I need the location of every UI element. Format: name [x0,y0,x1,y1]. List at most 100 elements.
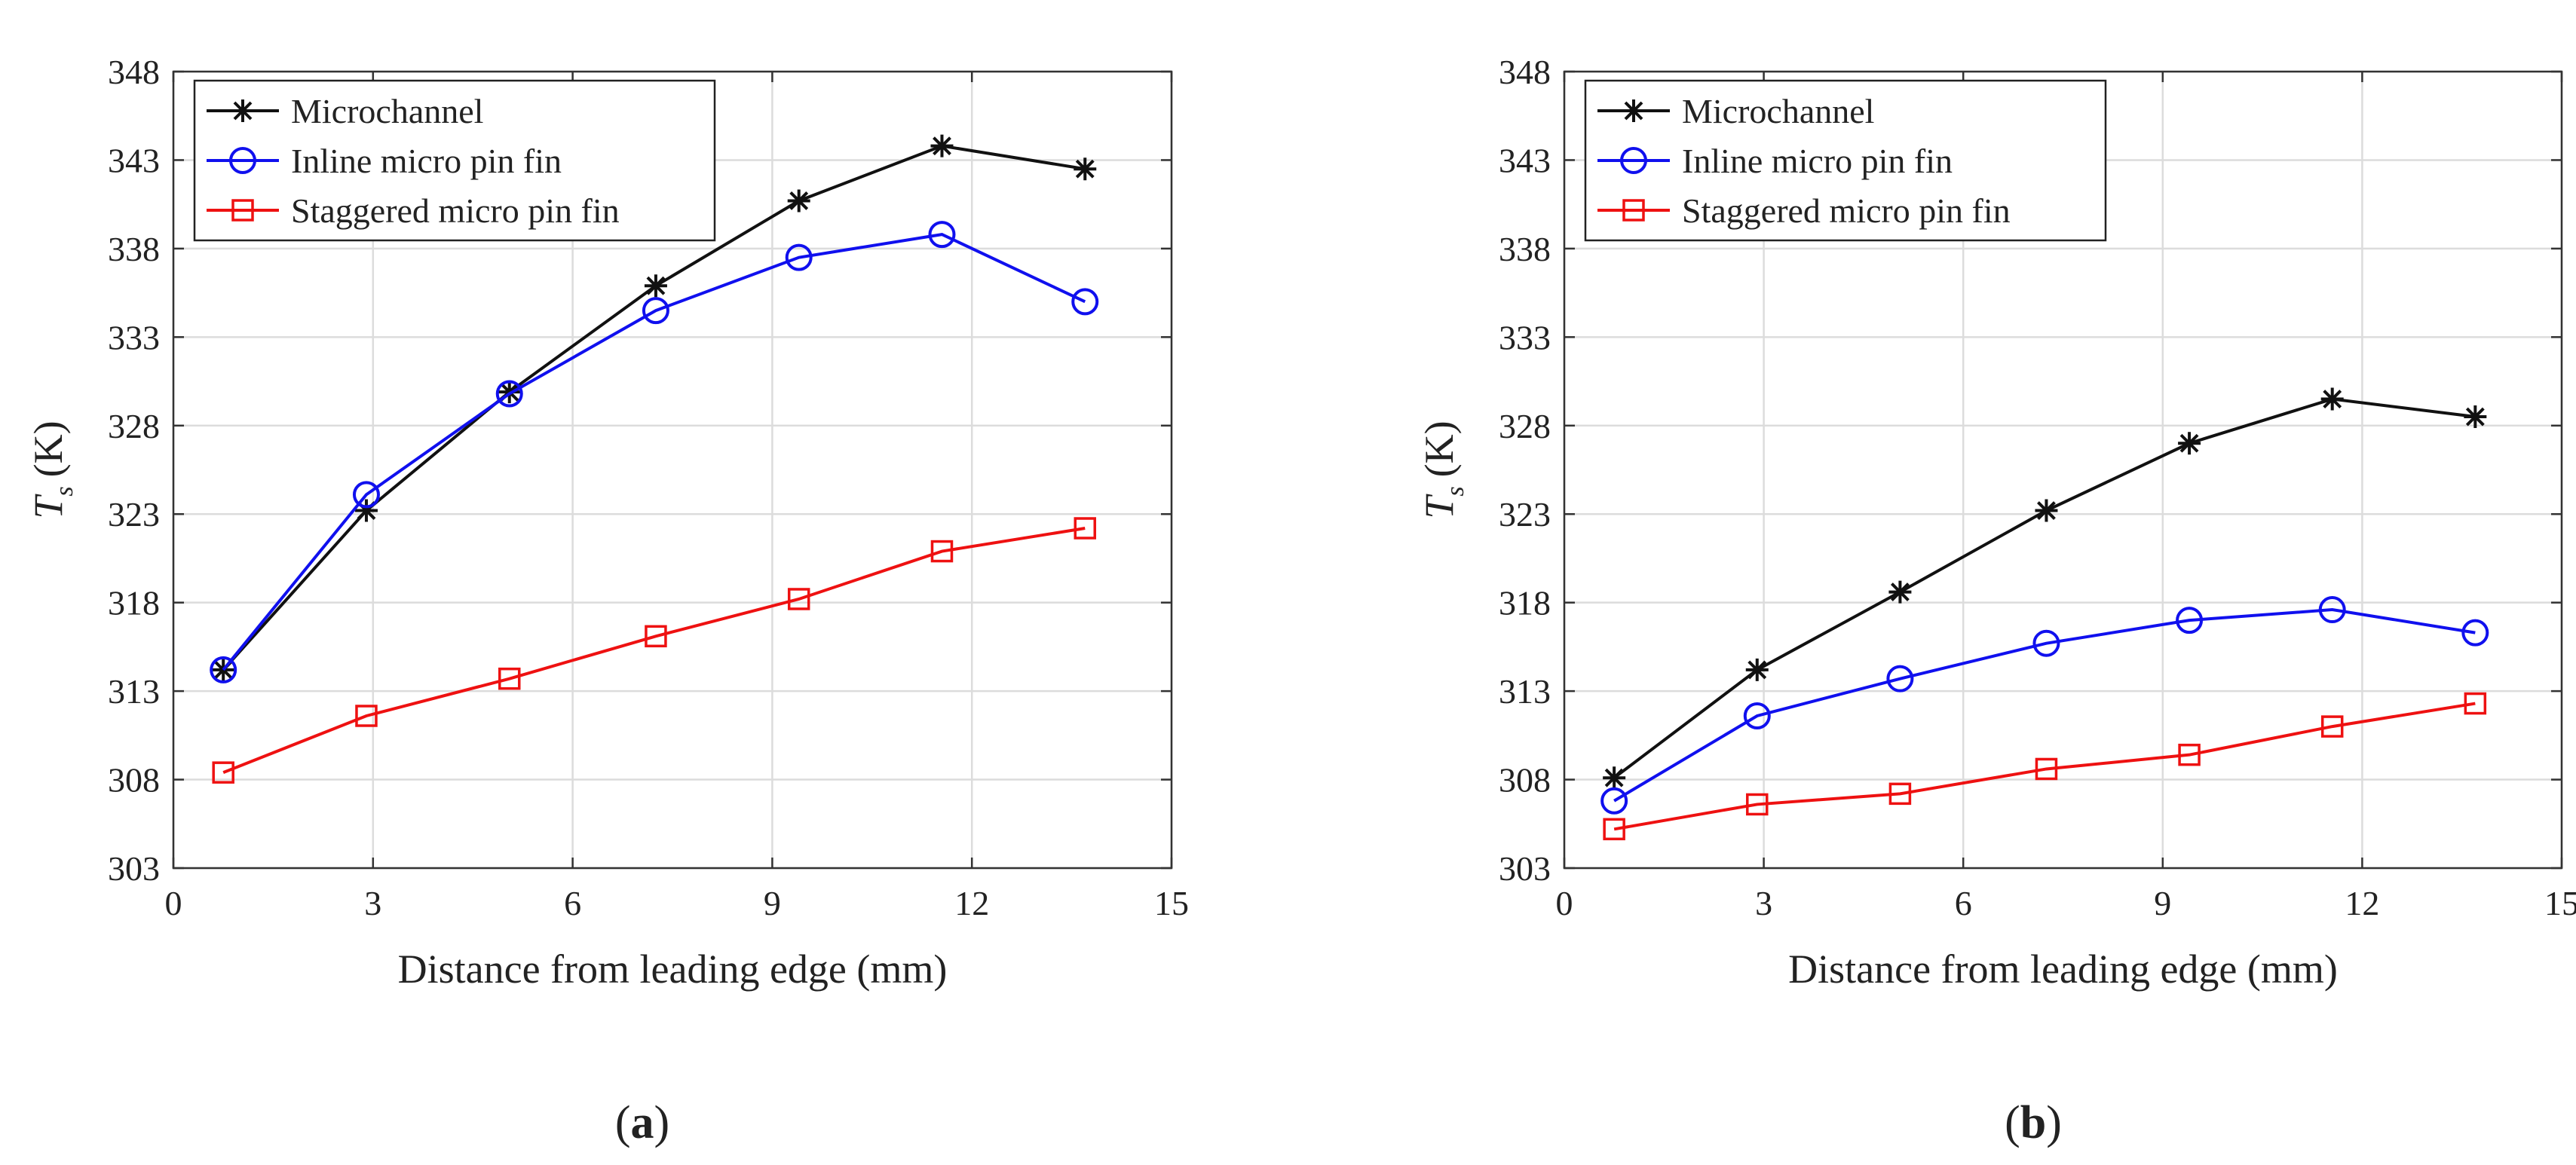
axes-frame-b [1563,70,2563,870]
y-tick-label-a: 318 [108,584,160,622]
y-axis-label-unit-a: (K) [26,420,71,477]
y-tick-label-a: 333 [108,318,160,356]
data-point-a-0-3 [644,274,667,298]
data-point-a-2-6 [1074,517,1097,540]
data-point-a-0-4 [787,189,810,213]
x-tick-label-b: 15 [2544,884,2576,922]
data-point-b-2-0 [1603,818,1625,841]
data-point-b-0-1 [1745,658,1769,681]
data-point-a-1-6 [1071,288,1099,316]
data-point-b-1-2 [1886,665,1914,693]
panel-label-a-letter: a [631,1097,654,1148]
y-tick-label-a: 323 [108,495,160,534]
legend-label-a-1: Inline micro pin fin [291,142,562,180]
data-point-a-2-1 [355,705,378,727]
legend-marker-b-1 [1620,147,1647,174]
panel-label-b-close: ) [2046,1097,2062,1148]
data-point-b-0-0 [1603,766,1626,790]
legend-label-b-1: Inline micro pin fin [1682,142,1953,180]
panel-label-a-open: ( [615,1097,631,1148]
x-tick-label-a: 9 [764,884,781,922]
x-tick-label-b: 3 [1755,884,1772,922]
y-tick-label-a: 308 [108,761,160,800]
y-tick-label-b: 313 [1499,672,1551,711]
data-point-b-1-1 [1743,702,1771,729]
data-point-b-1-6 [2461,619,2489,647]
y-tick-label-b: 328 [1499,407,1551,445]
data-point-b-0-4 [2178,432,2201,455]
y-tick-label-a: 313 [108,672,160,711]
data-point-b-2-2 [1888,782,1912,806]
data-point-b-1-4 [2176,607,2204,634]
y-tick-label-a: 343 [108,141,160,179]
legend-marker-a-0 [231,99,254,122]
y-tick-label-b: 338 [1499,230,1551,268]
y-tick-label-a: 338 [108,230,160,268]
x-tick-label-a: 3 [364,884,381,922]
panel-label-b-letter: b [2020,1097,2046,1148]
data-point-a-1-2 [495,380,523,408]
legend-box-b [1584,79,2107,242]
y-axis-label-sub-a: s [51,486,78,496]
y-tick-label-b: 308 [1499,761,1551,800]
data-point-a-0-5 [930,134,954,157]
x-tick-label-b: 12 [2345,884,2379,922]
data-point-a-1-1 [352,481,380,509]
y-axis-label-unit-b: (K) [1417,420,1462,477]
data-point-a-2-2 [498,667,521,690]
data-point-a-2-3 [645,625,667,648]
y-tick-label-b: 303 [1499,849,1551,888]
x-tick-label-a: 12 [954,884,989,922]
series-line-b-2 [1613,702,2476,831]
data-point-b-2-1 [1746,793,1769,816]
y-tick-label-b: 323 [1499,495,1551,534]
data-point-a-2-4 [787,588,810,610]
x-tick-label-b: 6 [1955,884,1972,922]
series-line-a-1 [222,233,1086,671]
legend-label-a-0: Microchannel [291,92,483,130]
legend-label-a-2: Staggered micro pin fin [291,191,620,230]
data-point-a-1-3 [642,297,669,325]
legend-marker-b-2 [1622,199,1645,222]
data-point-a-1-0 [210,656,237,683]
series-line-b-1 [1613,608,2476,803]
data-point-a-1-4 [785,243,813,271]
chart-panel-a: 0 3 6 9 12 15 303 308 313 318 323 328 333 338 343 348 Di… [26,53,1189,992]
axes-frame-a [172,70,1173,870]
series-line-a-2 [222,527,1086,775]
legend-marker-a-1 [229,147,256,174]
legend-label-b-2: Staggered micro pin fin [1682,191,2011,230]
y-tick-label-b: 348 [1499,53,1551,91]
y-axis-label-main-b: T [1417,494,1462,519]
data-point-b-1-5 [2318,596,2346,624]
y-tick-label-b: 343 [1499,141,1551,179]
x-tick-label-b: 0 [1556,884,1573,922]
y-tick-label-b: 318 [1499,584,1551,622]
panel-label-a: (a) [615,1097,669,1148]
y-tick-label-a: 303 [108,849,160,888]
data-point-a-2-5 [930,540,954,563]
data-point-b-2-3 [2035,757,2058,781]
x-axis-label-b: Distance from leading edge (mm) [1788,946,2338,992]
x-axis-label-a: Distance from leading edge (mm) [398,946,948,992]
panel-label-b: (b) [2005,1097,2062,1148]
data-point-b-2-6 [2464,692,2487,715]
legend-marker-a-2 [231,199,254,222]
x-tick-label-a: 15 [1154,884,1189,922]
x-tick-label-a: 0 [165,884,182,922]
data-point-a-1-5 [928,221,956,249]
legend-box-a [193,79,716,242]
x-tick-label-b: 9 [2154,884,2171,922]
data-point-a-0-1 [354,499,378,522]
data-point-b-0-5 [2320,387,2344,411]
y-tick-label-b: 333 [1499,318,1551,356]
legend-label-b-0: Microchannel [1682,92,1874,130]
data-point-b-1-3 [2032,629,2060,657]
chart-panel-b: 0 3 6 9 12 15 303 308 313 318 323 328 333 338 343 348 Di… [1417,53,2576,992]
y-axis-label-main-a: T [26,494,71,519]
data-point-b-2-4 [2178,743,2201,766]
data-point-a-2-0 [212,761,234,784]
y-axis-label-a: Ts (K) [26,420,78,518]
data-point-b-0-2 [1888,580,1912,604]
